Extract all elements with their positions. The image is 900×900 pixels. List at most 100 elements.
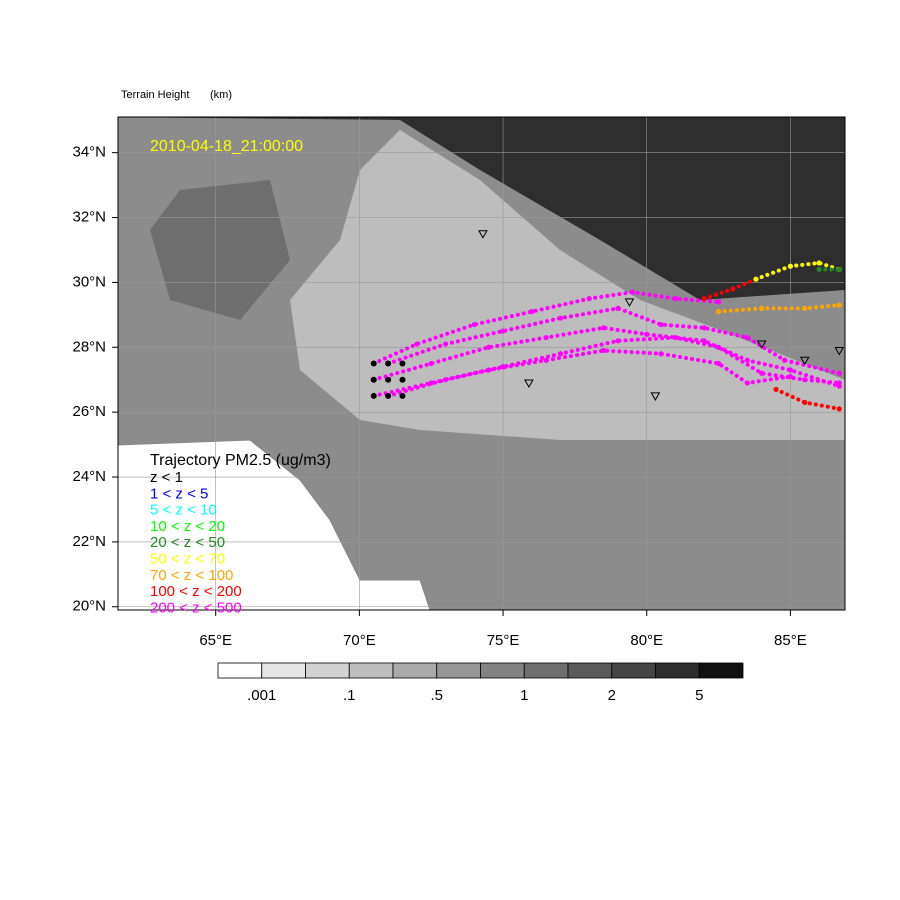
trajectory-point <box>486 344 492 350</box>
colorbar-label: 1 <box>520 687 528 704</box>
start-point <box>370 376 377 383</box>
terrain-hills <box>150 180 290 320</box>
station <box>756 340 767 350</box>
legend-entry: 10 < z < 20 <box>150 518 225 535</box>
x-tick-label: 85°E <box>774 632 807 649</box>
legend-entry: 200 < z < 500 <box>150 599 242 616</box>
y-tick-label: 22°N <box>72 533 106 550</box>
trajectory-point <box>529 309 535 315</box>
trajectory-point <box>442 341 449 347</box>
trajectory-point <box>836 302 842 308</box>
station <box>834 347 845 356</box>
trajectory-point <box>782 357 788 363</box>
start-point <box>370 360 377 367</box>
x-tick-label: 70°E <box>343 632 376 649</box>
trajectory-point <box>601 325 607 331</box>
x-tick-label: 65°E <box>199 632 232 649</box>
colorbar-box <box>392 662 438 679</box>
trajectory <box>371 348 793 398</box>
trajectory <box>386 306 842 376</box>
station <box>650 392 661 401</box>
colorbar-box <box>523 662 569 679</box>
trajectory-point <box>672 296 679 302</box>
trajectory-point <box>744 380 750 386</box>
y-tick-label: 30°N <box>72 273 106 290</box>
station <box>524 379 534 388</box>
trajectory-point <box>753 276 759 282</box>
legend-entry: 70 < z < 100 <box>150 567 233 584</box>
colorbar-box <box>305 662 350 679</box>
trajectory-point <box>629 289 635 295</box>
colorbar-label: .5 <box>430 687 443 704</box>
colorbar-box <box>611 662 656 679</box>
colorbar-label: .1 <box>343 687 356 704</box>
map-frame <box>117 116 846 611</box>
trajectory-point <box>836 266 842 273</box>
station <box>624 298 635 307</box>
trajectory-point <box>471 321 477 328</box>
legend-entry: 50 < z < 70 <box>150 550 225 567</box>
y-tick-label: 34°N <box>72 144 106 161</box>
trajectory-point <box>486 367 492 373</box>
trajectory-point <box>428 380 434 386</box>
trajectory-point <box>586 296 592 302</box>
start-point <box>399 376 406 383</box>
trajectory-point <box>836 370 842 376</box>
station <box>799 356 810 366</box>
timestamp: 2010-04-18_21:00:00 <box>150 138 303 155</box>
trajectory-point <box>836 380 842 386</box>
colorbar-box <box>698 662 744 679</box>
start-point <box>399 392 406 399</box>
trajectory-point <box>802 305 808 311</box>
colorbar-box <box>655 662 700 679</box>
colorbar-label: 2 <box>608 687 616 704</box>
trajectory-point <box>715 360 722 367</box>
trajectory <box>371 290 721 366</box>
trajectory <box>371 325 842 389</box>
y-tick-label: 20°N <box>72 598 106 615</box>
y-tick-label: 24°N <box>72 468 106 485</box>
start-point <box>385 376 392 383</box>
trajectory-point <box>428 360 434 367</box>
trajectory-point <box>672 334 679 341</box>
trajectory-point <box>816 260 822 266</box>
trajectory-point <box>701 296 707 302</box>
trajectory-point <box>658 321 664 328</box>
colorbar-box <box>261 662 306 679</box>
trajectory-point <box>773 386 779 393</box>
trajectory-point <box>759 305 765 311</box>
trajectory-point <box>601 347 607 354</box>
colorbar-box <box>567 662 613 679</box>
trajectory-point <box>715 344 722 350</box>
colorbar-box <box>480 662 525 679</box>
y-tick-label: 26°N <box>72 403 106 420</box>
start-point <box>385 360 392 367</box>
trajectory-point <box>787 367 794 373</box>
trajectory-point <box>543 357 549 363</box>
trajectory-point <box>658 351 664 357</box>
trajectory-point <box>836 406 842 412</box>
station <box>478 230 488 239</box>
colorbar-box <box>436 662 481 679</box>
map-title: Terrain Height <box>121 89 189 101</box>
trajectory-point <box>802 377 808 383</box>
trajectory-point <box>557 351 564 357</box>
trajectory-point <box>701 325 707 331</box>
trajectory-point <box>744 357 750 363</box>
trajectory-point <box>759 370 765 376</box>
x-tick-label: 80°E <box>630 632 663 649</box>
start-point <box>370 392 377 399</box>
trajectory-point <box>744 334 750 341</box>
legend-entry: 20 < z < 50 <box>150 534 225 551</box>
trajectory-point <box>787 263 794 269</box>
colorbar-label: .001 <box>247 687 276 704</box>
trajectory-point <box>730 286 736 292</box>
trajectory-point <box>715 309 722 315</box>
sea <box>118 440 430 610</box>
colorbar-box <box>217 662 263 679</box>
trajectory-point <box>787 373 794 380</box>
map-layer <box>118 117 845 610</box>
trajectory-point <box>715 299 722 305</box>
trajectory-point <box>615 338 621 344</box>
